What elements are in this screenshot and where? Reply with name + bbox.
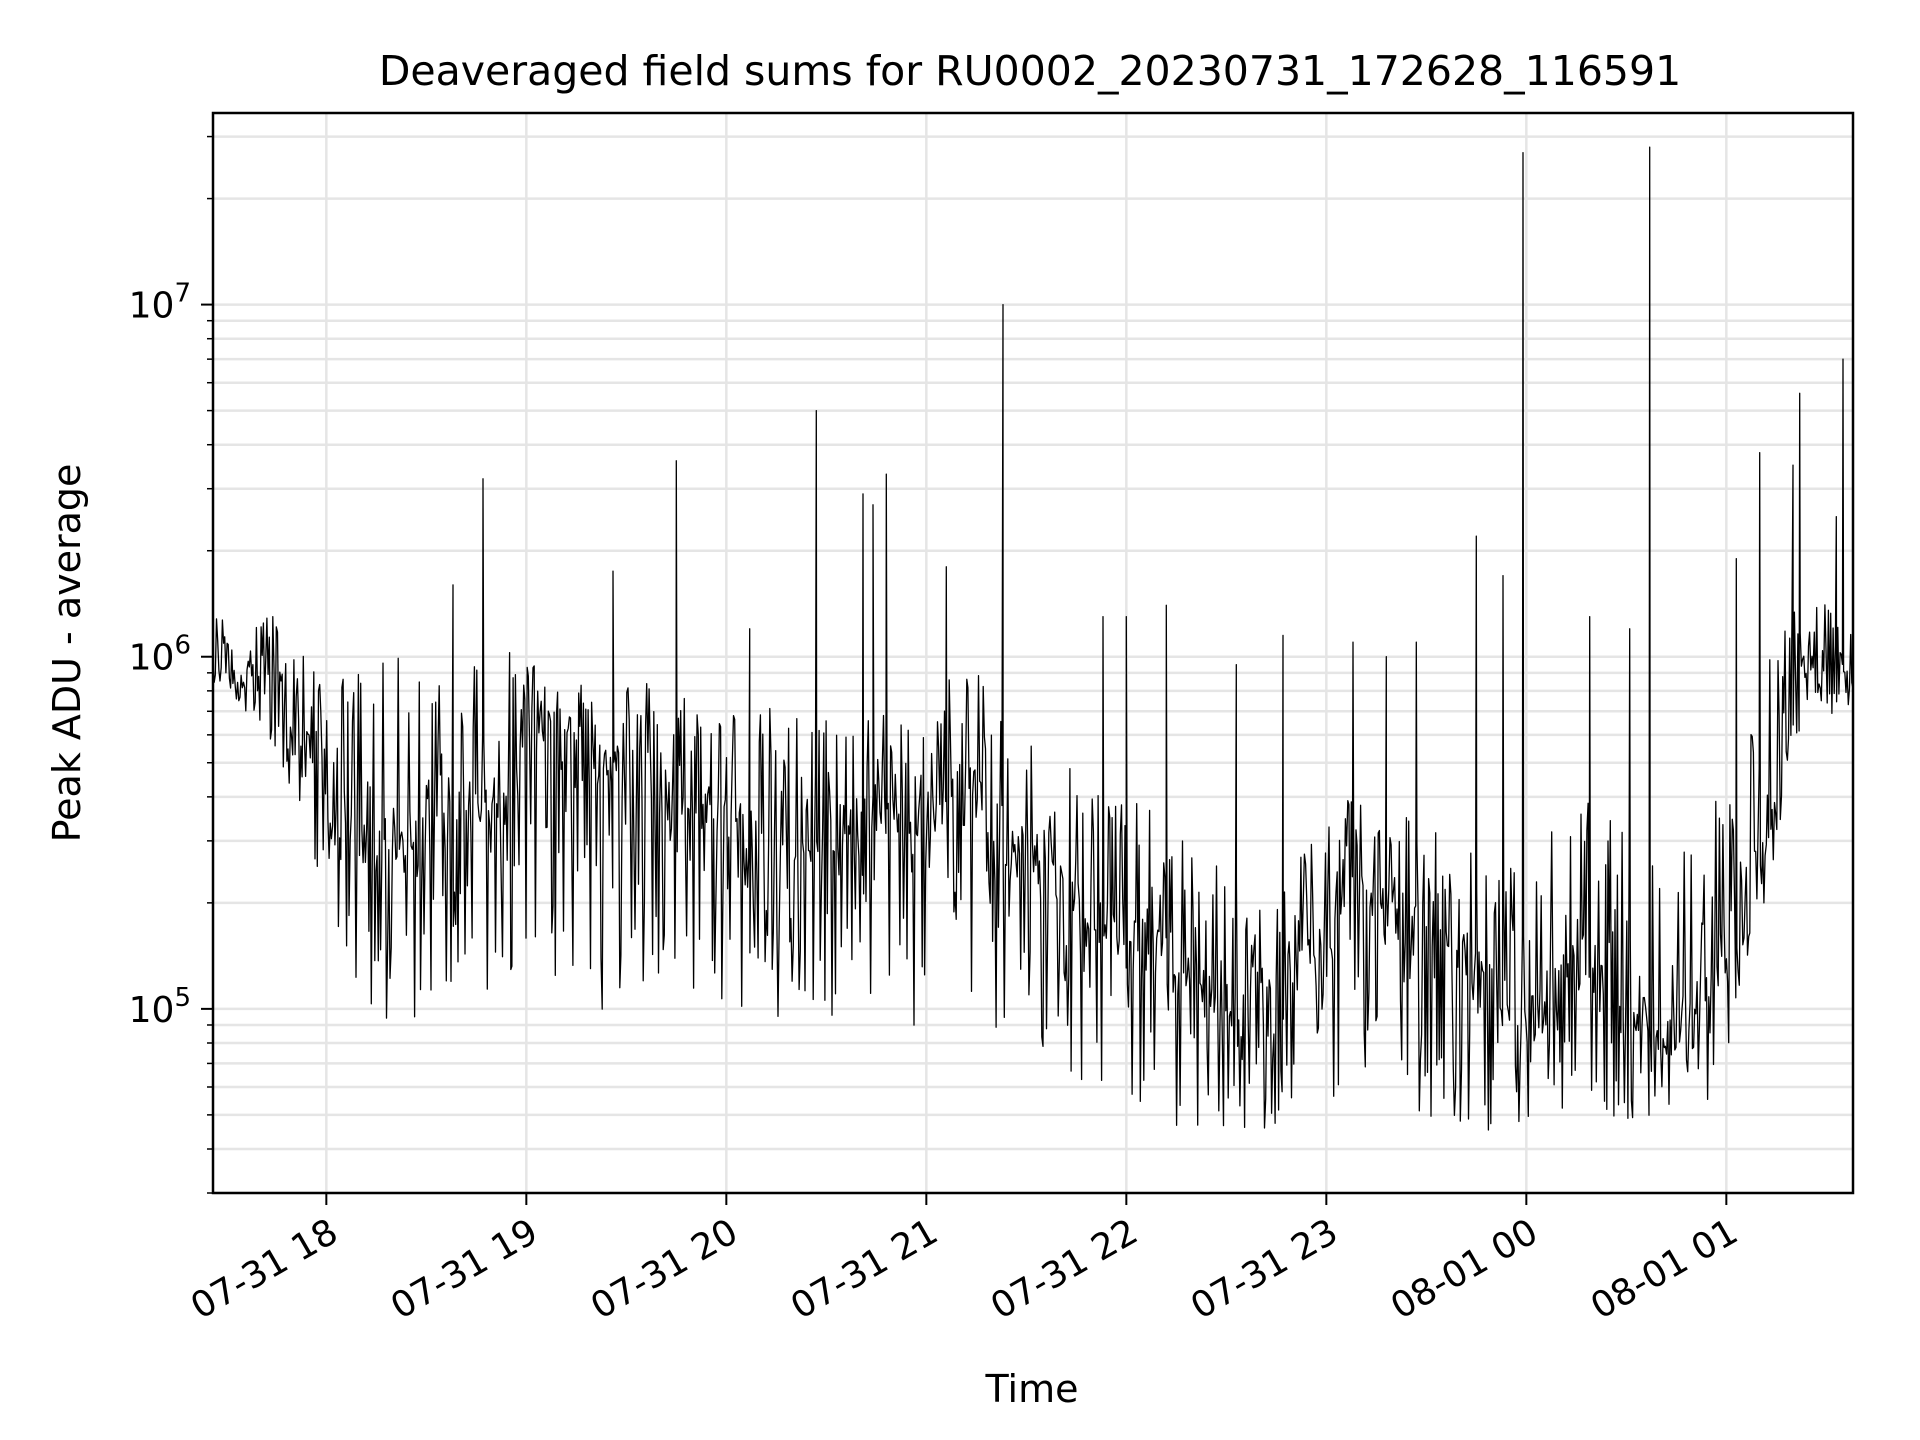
y-axis-label: Peak ADU - average xyxy=(45,464,89,843)
x-tick-label: 07-31 19 xyxy=(384,1211,545,1327)
x-tick-label: 07-31 20 xyxy=(584,1211,745,1327)
series-path xyxy=(212,146,1854,1131)
y-axis: 105 106 107 xyxy=(129,135,213,1194)
series-line xyxy=(212,146,1854,1131)
x-tick-label: 07-31 22 xyxy=(984,1211,1145,1327)
x-tick-label: 08-01 01 xyxy=(1584,1211,1745,1327)
chart-title: Deaveraged field sums for RU0002_2023073… xyxy=(379,47,1681,95)
y-tick-label: 107 xyxy=(129,279,191,327)
x-axis-label: Time xyxy=(985,1367,1079,1411)
y-tick-label: 105 xyxy=(129,983,191,1031)
grid xyxy=(213,113,1853,1195)
axes-frame xyxy=(211,111,1855,1195)
y-tick-label: 106 xyxy=(129,631,191,679)
x-tick-label: 07-31 21 xyxy=(784,1211,945,1327)
x-tick-label: 07-31 18 xyxy=(184,1211,345,1327)
x-tick-label: 07-31 23 xyxy=(1184,1211,1345,1327)
x-tick-label: 08-01 00 xyxy=(1384,1211,1545,1327)
x-axis: 07-31 18 07-31 19 07-31 20 07-31 21 07-31 22… xyxy=(184,1193,1745,1328)
